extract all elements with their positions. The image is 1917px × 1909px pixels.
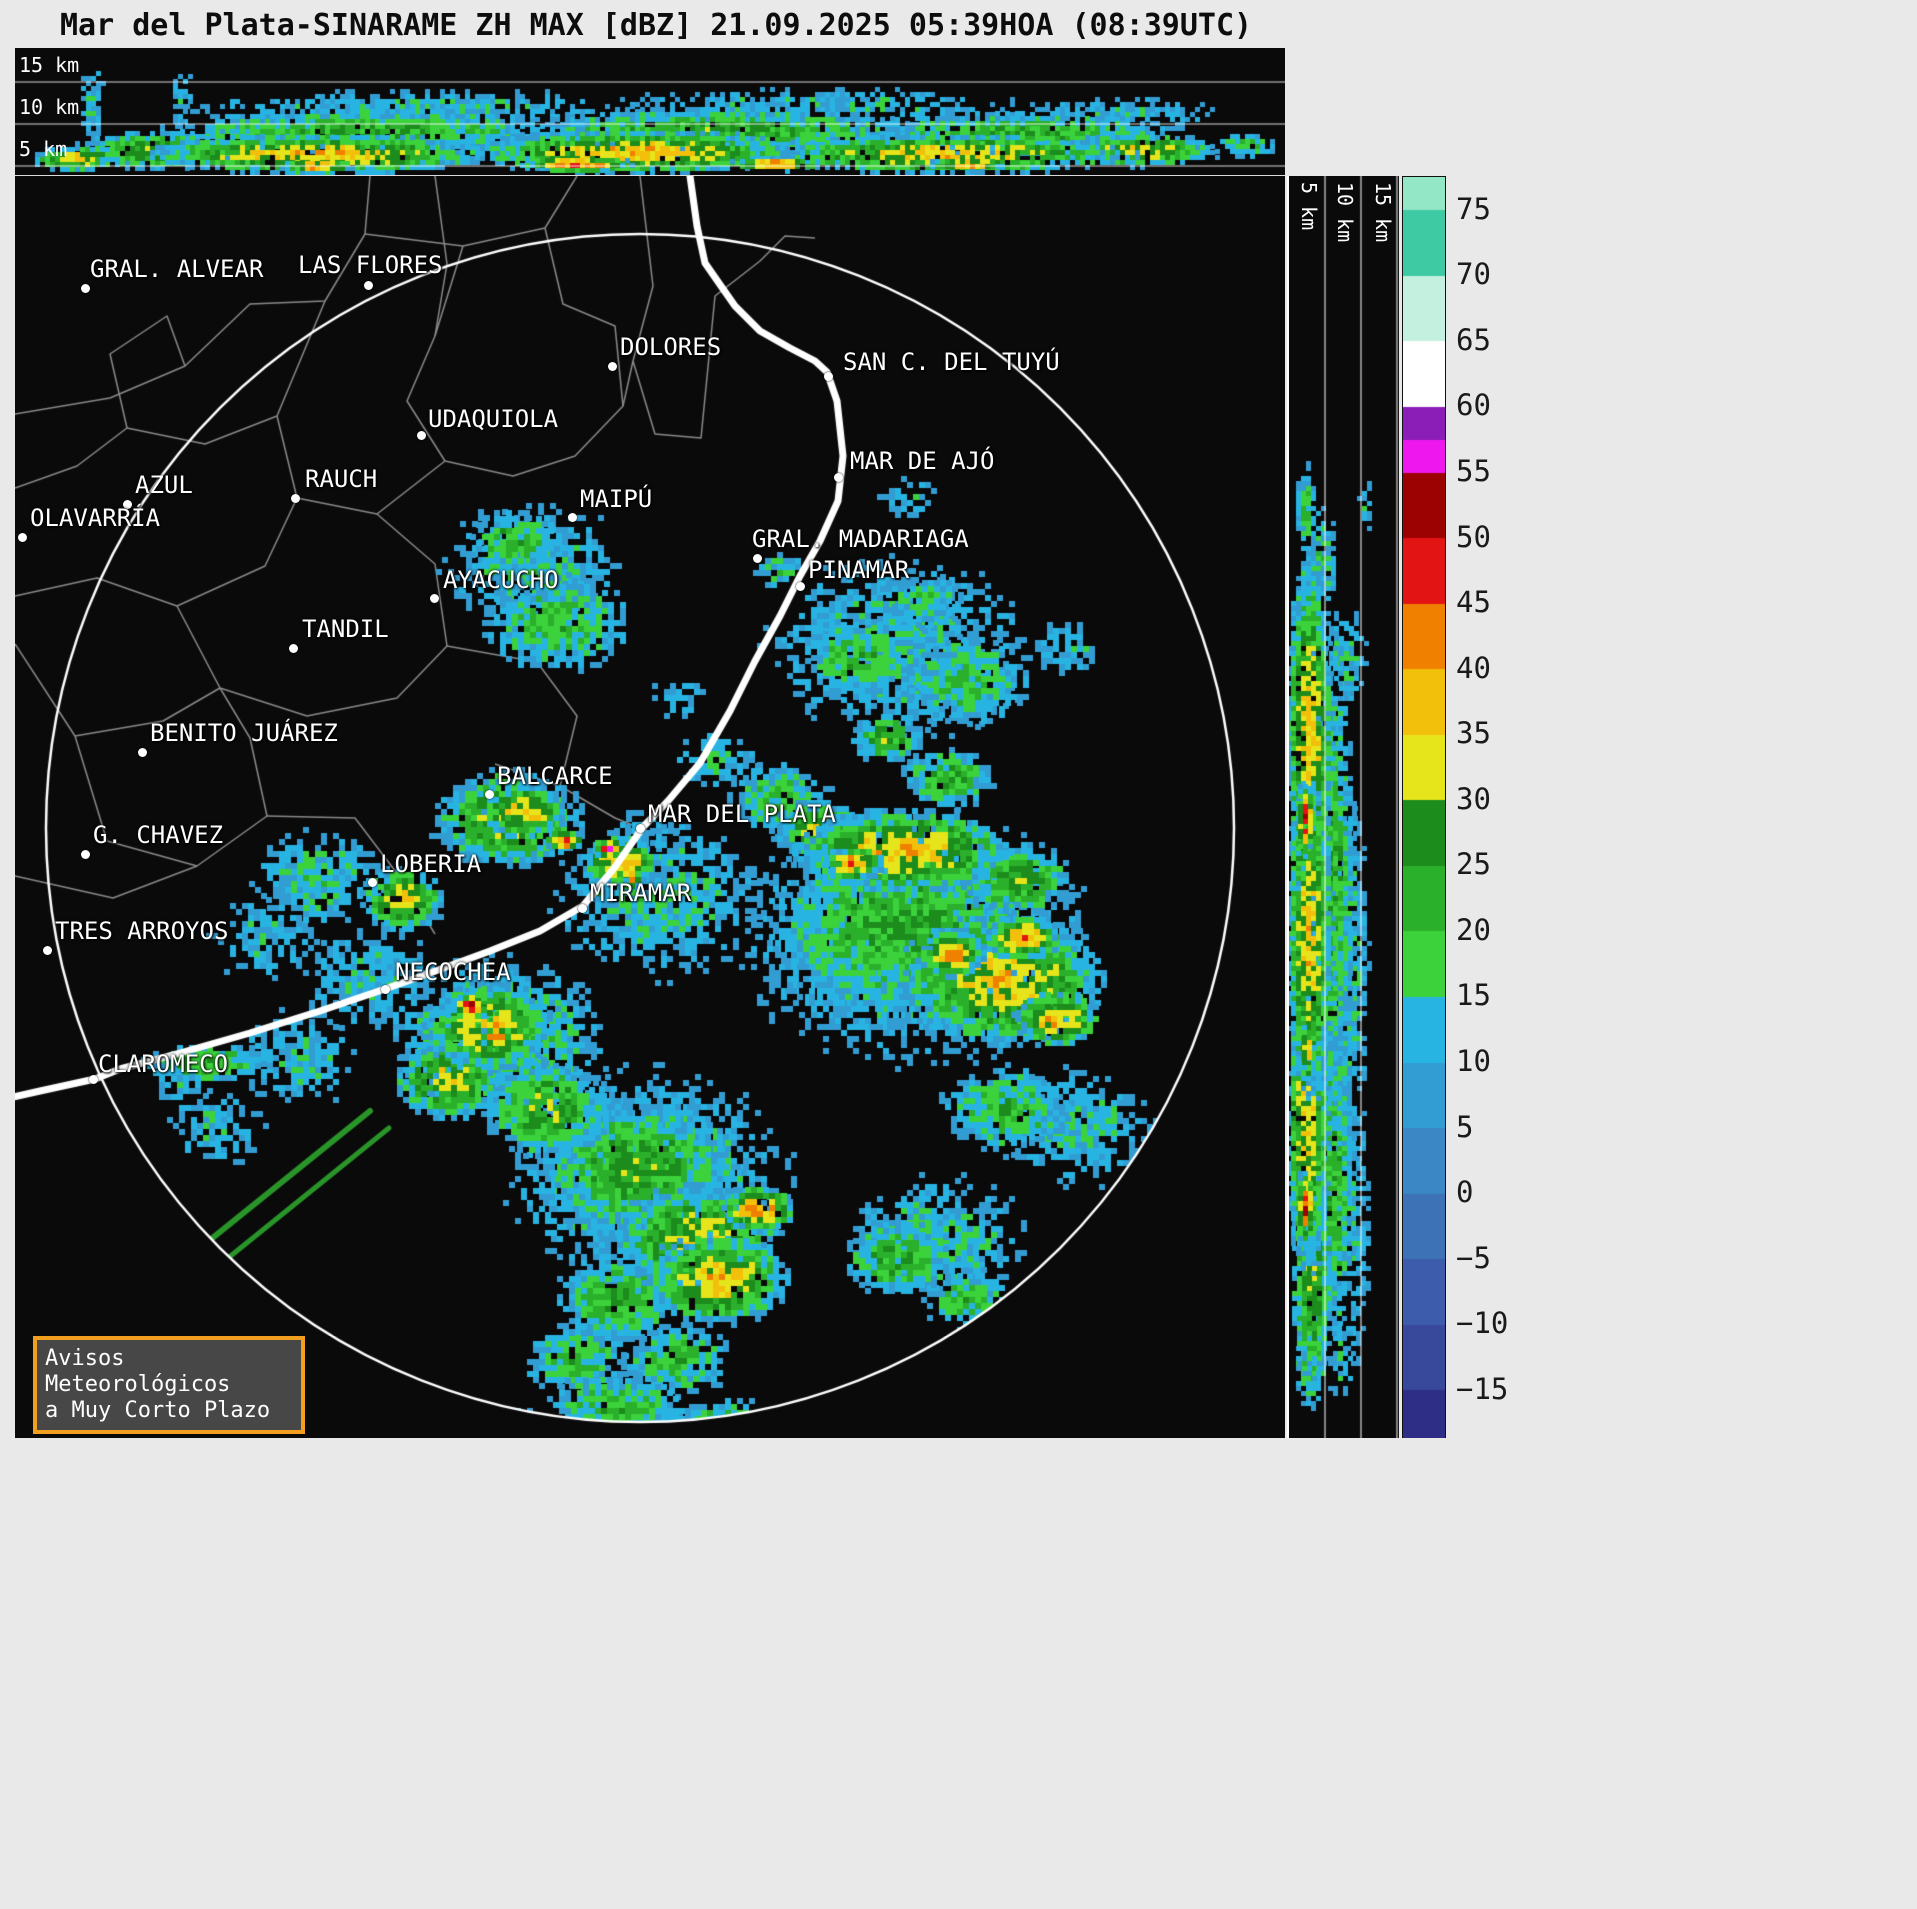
city-dot	[43, 946, 52, 955]
warning-notice-button[interactable]: Avisos Meteorológicos a Muy Corto Plazo	[33, 1336, 305, 1434]
city-label: GRAL. ALVEAR	[90, 255, 264, 283]
colorbar-tick-label: 40	[1456, 651, 1491, 685]
city-dot	[18, 533, 27, 542]
city-label: MAR DE AJÓ	[850, 447, 995, 475]
city-dot	[81, 850, 90, 859]
radar-map-panel: GRAL. ALVEAR LAS FLORES DOLORES SAN C. DEL …	[15, 176, 1285, 1438]
city-label: BALCARCE	[497, 762, 613, 790]
city-label: MAR DEL PLATA	[648, 800, 836, 828]
city-label: LAS FLORES	[298, 251, 443, 279]
colorbar-tick-label: 5	[1456, 1110, 1474, 1144]
colorbar-tick-label: 60	[1456, 388, 1491, 422]
city-dot	[81, 284, 90, 293]
product-title: Mar del Plata-SINARAME ZH MAX [dBZ] 21.0…	[60, 8, 1253, 43]
city-label: AYACUCHO	[443, 566, 559, 594]
city-dot	[834, 473, 843, 482]
colorbar	[1402, 176, 1446, 1440]
city-dot	[485, 790, 494, 799]
city-label: AZUL	[135, 471, 193, 499]
colorbar-tick-label: 75	[1456, 192, 1491, 226]
colorbar-tick-label: 45	[1456, 585, 1491, 619]
height-label-5km: 5 km	[19, 137, 68, 161]
colorbar-tick-label: 15	[1456, 978, 1491, 1012]
colorbar-tick-label: −15	[1456, 1372, 1509, 1406]
city-dot	[368, 878, 377, 887]
city-dot	[381, 985, 390, 994]
colorbar-tick-label: 50	[1456, 520, 1491, 554]
city-label: BENITO JUÁREZ	[150, 719, 338, 747]
right-height-profile-canvas	[1289, 176, 1399, 1438]
colorbar-tick-labels: 75 70 65 60 55 50 45 40 35 30 25 20 15 10 5 0 −5 −10 −15	[1456, 176, 1546, 1438]
city-dot	[138, 748, 147, 757]
colorbar-tick-label: 20	[1456, 913, 1491, 947]
city-label: MAIPÚ	[580, 485, 653, 513]
top-height-profile-canvas	[15, 48, 1285, 175]
city-label: MIRAMAR	[590, 879, 692, 907]
city-dot	[578, 904, 587, 913]
city-dot	[796, 582, 805, 591]
city-dot	[608, 362, 617, 371]
city-label: TANDIL	[302, 615, 389, 643]
height-label-5km: 5 km	[1297, 182, 1321, 231]
city-dot	[417, 431, 426, 440]
city-dot	[568, 513, 577, 522]
city-label: OLAVARRÍA	[30, 504, 161, 532]
footer: Servicio Meteorológico Nacional Argentin…	[0, 1438, 1917, 1909]
colorbar-tick-label: 35	[1456, 716, 1491, 750]
city-dot	[364, 281, 373, 290]
height-label-15km: 15 km	[19, 53, 80, 77]
colorbar-tick-label: 25	[1456, 847, 1491, 881]
city-label: UDAQUIOLA	[428, 405, 559, 433]
radar-map-canvas	[15, 176, 1285, 1438]
city-label: DOLORES	[620, 333, 722, 361]
height-label-10km: 10 km	[1333, 182, 1357, 243]
city-dot	[123, 500, 132, 509]
warning-notice-line1: Avisos Meteorológicos	[45, 1346, 231, 1397]
colorbar-tick-label: 70	[1456, 257, 1491, 291]
colorbar-tick-label: 30	[1456, 782, 1491, 816]
city-dot	[289, 644, 298, 653]
city-dot	[636, 824, 645, 833]
city-label: LOBERIA	[380, 850, 482, 878]
city-label: G. CHAVEZ	[93, 821, 224, 849]
colorbar-tick-label: 55	[1456, 454, 1491, 488]
colorbar-canvas	[1403, 177, 1445, 1439]
city-dot	[291, 494, 300, 503]
city-label: CLAROMECO	[98, 1050, 229, 1078]
top-height-profile-panel: 15 km 10 km 5 km	[15, 48, 1285, 176]
colorbar-tick-label: −5	[1456, 1241, 1491, 1275]
colorbar-tick-label: 0	[1456, 1175, 1474, 1209]
colorbar-tick-label: 10	[1456, 1044, 1491, 1078]
height-label-10km: 10 km	[19, 95, 80, 119]
city-label: TRES ARROYOS	[55, 917, 229, 945]
right-height-profile-panel: 5 km 10 km 15 km	[1287, 176, 1399, 1438]
colorbar-tick-label: 65	[1456, 323, 1491, 357]
colorbar-tick-label: −10	[1456, 1306, 1509, 1340]
city-dot	[89, 1075, 98, 1084]
city-label: NECOCHEA	[395, 958, 511, 986]
city-dot	[430, 594, 439, 603]
city-label: PINAMAR	[808, 556, 910, 584]
height-label-15km: 15 km	[1371, 182, 1395, 243]
city-dot	[753, 554, 762, 563]
city-label: RAUCH	[305, 465, 378, 493]
city-dot	[824, 372, 833, 381]
city-label: GRAL. MADARIAGA	[752, 525, 969, 553]
city-label: SAN C. DEL TUYÚ	[843, 348, 1060, 376]
warning-notice-line2: a Muy Corto Plazo	[45, 1398, 271, 1423]
